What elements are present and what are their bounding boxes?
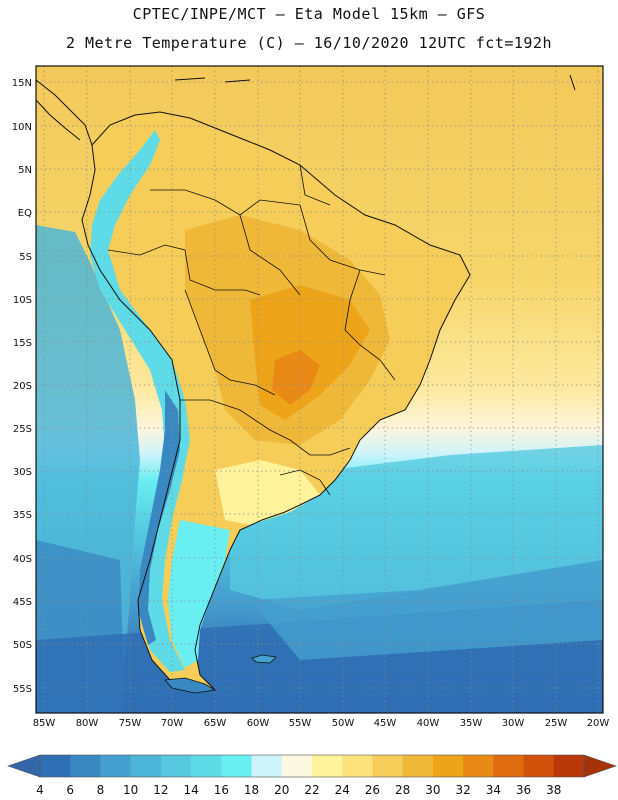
colorbar-swatch bbox=[40, 755, 71, 777]
colorbar-swatch bbox=[100, 755, 132, 777]
colorbar-swatch bbox=[493, 755, 525, 777]
colorbar-label: 14 bbox=[183, 783, 198, 797]
lon-label: 35W bbox=[460, 718, 483, 729]
colorbar-label: 12 bbox=[153, 783, 168, 797]
colorbar-label: 26 bbox=[365, 783, 380, 797]
colorbar-under-arrow bbox=[7, 754, 41, 778]
lat-label: EQ bbox=[18, 208, 32, 219]
lat-label: 5N bbox=[18, 165, 32, 176]
colorbar-label: 18 bbox=[244, 783, 259, 797]
colorbar-swatch bbox=[312, 755, 343, 777]
lon-label: 25W bbox=[545, 718, 568, 729]
tierra-del-fuego bbox=[164, 677, 217, 694]
colorbar-swatch bbox=[432, 755, 464, 777]
lat-label: 15N bbox=[12, 78, 32, 89]
lon-label: 40W bbox=[417, 718, 440, 729]
colorbar-label: 28 bbox=[395, 783, 410, 797]
lon-label: 20W bbox=[587, 718, 610, 729]
colorbar-swatch bbox=[372, 755, 404, 777]
lon-label: 45W bbox=[374, 718, 397, 729]
falkland-islands bbox=[251, 654, 277, 664]
lat-label: 5S bbox=[19, 252, 32, 263]
lat-label: 40S bbox=[13, 554, 32, 565]
colorbar-swatch bbox=[221, 755, 253, 777]
lon-label: 75W bbox=[119, 718, 142, 729]
colorbar-label: 34 bbox=[486, 783, 501, 797]
colorbar-label: 20 bbox=[274, 783, 289, 797]
colorbar-over-arrow bbox=[583, 754, 617, 778]
colorbar-swatch bbox=[553, 755, 585, 777]
central-america-coast bbox=[36, 79, 93, 146]
colorbar-label: 38 bbox=[546, 783, 561, 797]
patagonia-cool-zone bbox=[168, 520, 230, 668]
lon-label: 60W bbox=[247, 718, 270, 729]
graticule bbox=[36, 66, 603, 713]
caribbean-islands bbox=[174, 74, 576, 91]
colorbar-label: 24 bbox=[335, 783, 350, 797]
lat-label: 50S bbox=[13, 640, 32, 651]
colorbar-swatch bbox=[342, 755, 373, 777]
lon-label: 80W bbox=[76, 718, 99, 729]
pampas-mild-zone bbox=[215, 460, 320, 525]
colorbar-swatch bbox=[251, 755, 283, 777]
colorbar-swatch bbox=[523, 755, 555, 777]
colorbar-label: 6 bbox=[66, 783, 74, 797]
lat-label: 20S bbox=[13, 381, 32, 392]
colorbar-label: 8 bbox=[97, 783, 105, 797]
colorbar-frame bbox=[39, 754, 585, 778]
colorbar-label: 10 bbox=[123, 783, 138, 797]
plot-frame bbox=[35, 65, 604, 714]
lat-label: 15S bbox=[13, 338, 32, 349]
colorbar-label: 22 bbox=[304, 783, 319, 797]
colorbar-swatch bbox=[191, 755, 222, 777]
colorbar-label: 36 bbox=[516, 783, 531, 797]
colorbar-swatch bbox=[130, 755, 162, 777]
map-field bbox=[36, 66, 603, 713]
colorbar-label: 32 bbox=[455, 783, 470, 797]
andes-cold-core bbox=[138, 390, 180, 645]
colorbar-label: 16 bbox=[214, 783, 229, 797]
latitude-axis: 15N 10N 5N EQ 5S 10S 15S 20S 25S 30S 35S… bbox=[12, 78, 32, 695]
colorbar-label: 4 bbox=[36, 783, 44, 797]
colorbar-swatch bbox=[281, 755, 313, 777]
andes-cool-strip bbox=[90, 130, 190, 672]
colorbar-swatch bbox=[463, 755, 494, 777]
lon-label: 50W bbox=[332, 718, 355, 729]
lon-label: 65W bbox=[204, 718, 227, 729]
lat-label: 30S bbox=[13, 467, 32, 478]
map-title-line2: 2 Metre Temperature (C) – 16/10/2020 12U… bbox=[65, 34, 553, 52]
colorbar-label: 30 bbox=[425, 783, 440, 797]
interior-hottest-zone bbox=[272, 350, 320, 405]
lat-label: 25S bbox=[13, 424, 32, 435]
lat-label: 45S bbox=[13, 597, 32, 608]
colorbar-swatch bbox=[70, 755, 101, 777]
colorbar-swatch bbox=[402, 755, 434, 777]
lon-label: 70W bbox=[161, 718, 184, 729]
lon-label: 85W bbox=[33, 718, 56, 729]
colorbar-swatch bbox=[160, 755, 192, 777]
longitude-axis: 85W 80W 75W 70W 65W 60W 55W 50W 45W 40W … bbox=[33, 718, 610, 729]
lon-label: 30W bbox=[502, 718, 525, 729]
lat-label: 10N bbox=[12, 122, 32, 133]
lat-label: 10S bbox=[13, 295, 32, 306]
lat-label: 35S bbox=[13, 510, 32, 521]
colorbar: 4 6 8 10 12 14 16 18 20 22 24 26 28 30 32 34 36 38 bbox=[7, 754, 617, 797]
atlantic-colder-band bbox=[250, 560, 603, 660]
lat-label: 55S bbox=[13, 684, 32, 695]
map-title-line1: CPTEC/INPE/MCT – Eta Model 15km – GFS bbox=[132, 5, 486, 23]
country-borders bbox=[107, 164, 396, 496]
lon-label: 55W bbox=[289, 718, 312, 729]
